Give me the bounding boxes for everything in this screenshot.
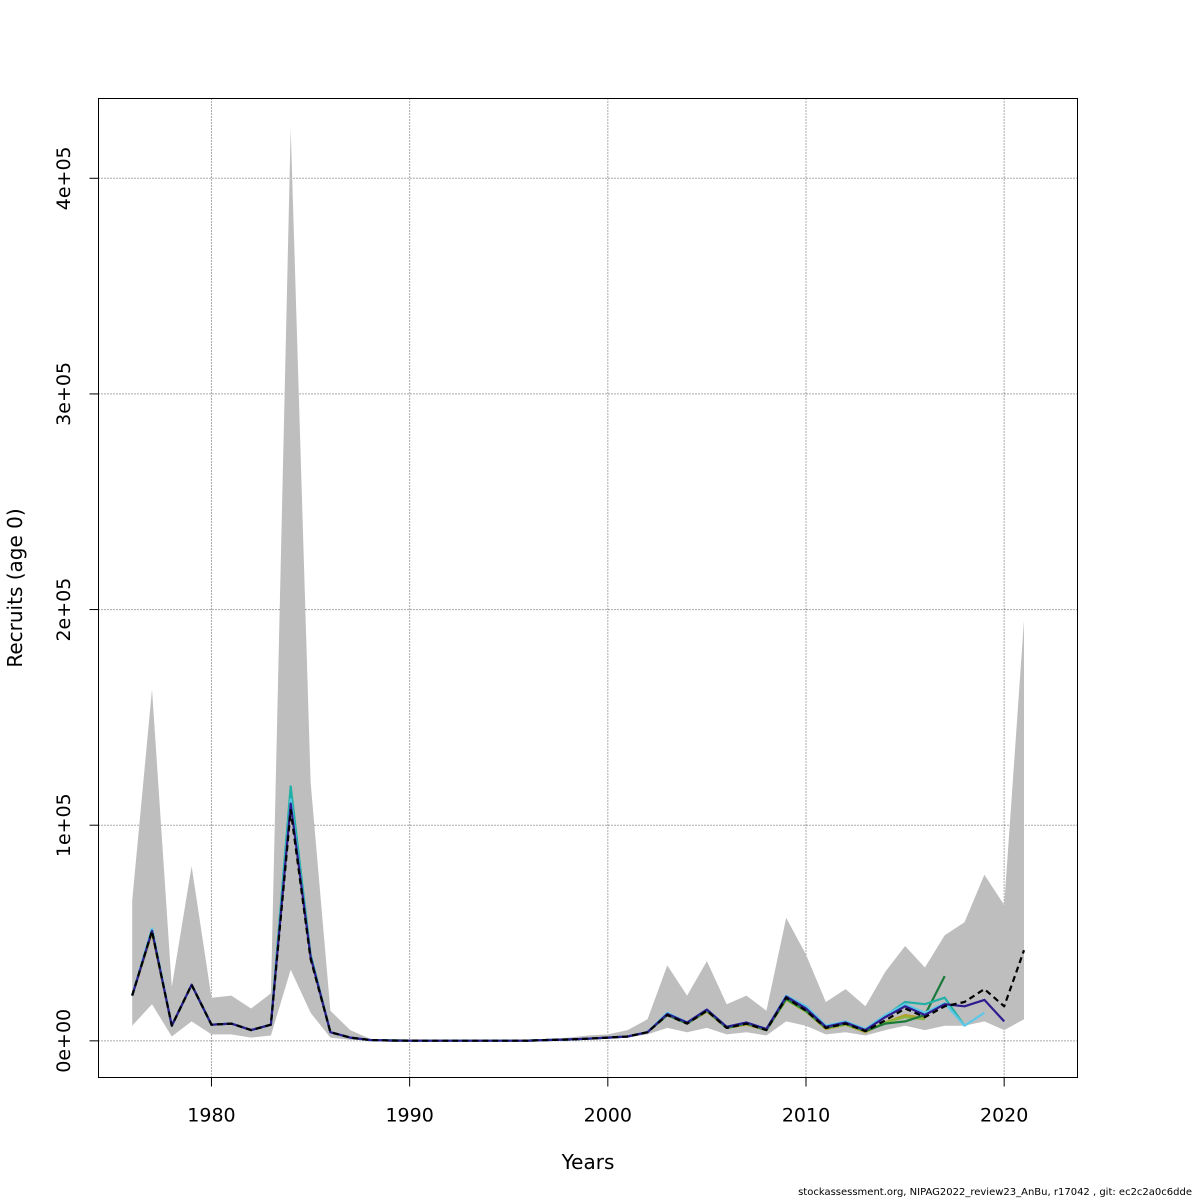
x-tick-label: 2010 [782, 1105, 830, 1127]
x-axis-title: Years [561, 1150, 615, 1174]
x-tick-label: 1990 [385, 1105, 433, 1127]
y-tick-label: 0e+00 [53, 1009, 75, 1073]
x-tick-label: 2020 [980, 1105, 1028, 1127]
footer-credit: stockassessment.org, NIPAG2022_review23_… [798, 1187, 1192, 1198]
y-tick-label: 1e+05 [53, 793, 75, 857]
series-lines-layer [131, 785, 1026, 1042]
y-tick-label: 4e+05 [53, 146, 75, 210]
x-tick-label: 1980 [187, 1105, 235, 1127]
y-axis-title: Recruits (age 0) [3, 508, 27, 667]
grid-lines [98, 98, 1078, 1078]
y-tick-label: 2e+05 [53, 578, 75, 642]
y-tick-label: 3e+05 [53, 362, 75, 426]
plot-frame [98, 98, 1078, 1078]
x-axis: 1980 1990 2000 2010 2020 [187, 1077, 1028, 1127]
y-axis: 0e+00 1e+05 2e+05 3e+05 4e+05 [53, 146, 99, 1073]
x-tick-label: 2000 [584, 1105, 632, 1127]
series-line-1 [131, 808, 1026, 1042]
